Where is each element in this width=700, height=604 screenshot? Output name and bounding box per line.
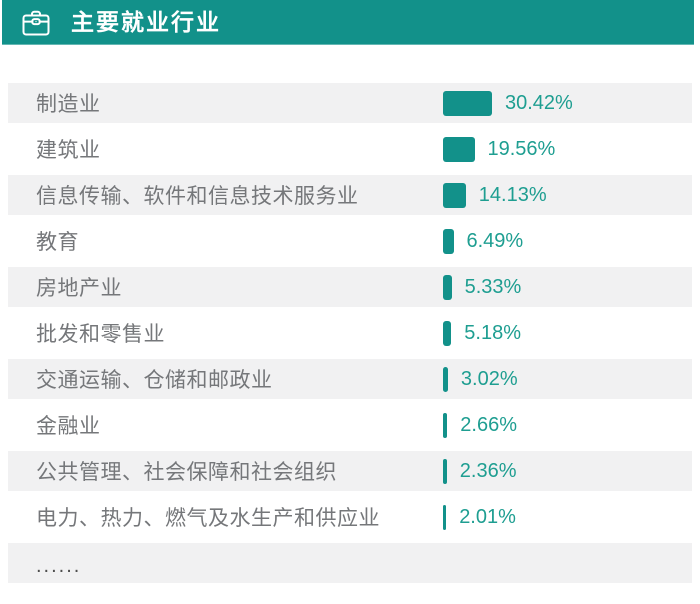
section-title: 主要就业行业: [71, 9, 221, 35]
bar: [443, 228, 454, 254]
industry-label: 电力、热力、燃气及水生产和供应业: [36, 507, 380, 530]
bar-group: 2.36%: [443, 451, 517, 491]
bar: [443, 412, 448, 438]
bar-group: 30.42%: [443, 83, 573, 123]
industry-row: 交通运输、仓储和邮政业 3.02%: [8, 359, 692, 399]
industry-label: 交通运输、仓储和邮政业: [36, 369, 273, 392]
more-industries-row: ......: [8, 543, 692, 583]
bar-group: 5.18%: [443, 313, 521, 353]
bar-group: 19.56%: [443, 129, 555, 169]
industry-label: 制造业: [36, 93, 101, 116]
bar-group: 14.13%: [443, 175, 547, 215]
industry-label: 信息传输、软件和信息技术服务业: [36, 185, 359, 208]
industry-row: 金融业 2.66%: [8, 405, 692, 445]
bar-group: 2.01%: [443, 497, 516, 537]
percent-value: 5.18%: [464, 321, 522, 344]
bar: [443, 366, 448, 392]
percent-value: 3.02%: [460, 367, 518, 390]
percent-value: 6.49%: [466, 229, 524, 252]
percent-value: 2.01%: [459, 505, 516, 528]
bar: [443, 504, 447, 530]
bar-group: 6.49%: [443, 221, 523, 261]
industry-row: 批发和零售业 5.18%: [8, 313, 692, 353]
bar-group: 3.02%: [443, 359, 518, 399]
industry-row: 教育 6.49%: [8, 221, 692, 261]
percent-value: 2.66%: [460, 413, 518, 436]
briefcase-icon: [22, 10, 50, 36]
industry-row: 电力、热力、燃气及水生产和供应业 2.01%: [8, 497, 692, 537]
industry-row: 公共管理、社会保障和社会组织 2.36%: [8, 451, 692, 491]
industry-row: 制造业 30.42%: [8, 83, 692, 123]
percent-value: 5.33%: [464, 275, 522, 298]
industry-label: 公共管理、社会保障和社会组织: [36, 461, 337, 484]
industry-label: 房地产业: [36, 277, 122, 300]
industry-rows: 制造业 30.42% 建筑业 19.56% 信息传输、软件和信息技术服务业 14.13% 教…: [8, 83, 692, 589]
industry-label: 教育: [36, 231, 79, 254]
industry-row: 房地产业 5.33%: [8, 267, 692, 307]
bar-group: 2.66%: [443, 405, 517, 445]
bar-group: 5.33%: [443, 267, 521, 307]
percent-value: 14.13%: [478, 183, 547, 206]
bar: [443, 90, 492, 116]
section-header: 主要就业行业: [2, 0, 694, 45]
ellipsis-label: ......: [36, 555, 82, 577]
bar: [443, 274, 452, 300]
bar: [443, 458, 447, 484]
industry-label: 批发和零售业: [36, 323, 165, 346]
percent-value: 30.42%: [505, 91, 573, 114]
bar: [443, 320, 452, 346]
bar: [443, 136, 475, 162]
industry-row: 信息传输、软件和信息技术服务业 14.13%: [8, 175, 692, 215]
industry-label: 建筑业: [36, 139, 101, 162]
percent-value: 19.56%: [487, 137, 556, 160]
industry-row: 建筑业 19.56%: [8, 129, 692, 169]
bar: [443, 182, 466, 208]
percent-value: 2.36%: [459, 459, 517, 482]
industry-label: 金融业: [36, 415, 101, 438]
